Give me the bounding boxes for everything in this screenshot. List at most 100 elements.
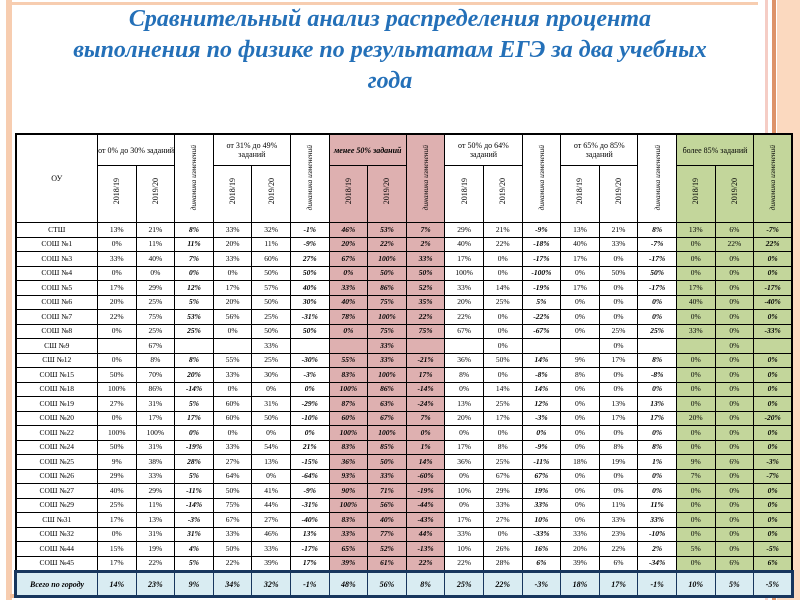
value-cell: 50%	[367, 265, 407, 281]
total-value-cell: 56%	[367, 570, 407, 598]
table-body: СТШ 13% 21% 8% 33% 32% -1% 46% 53% 7% 29% 21% -9% 13%…	[15, 222, 793, 572]
value-cell: 17%	[637, 410, 677, 426]
value-cell: 10%	[444, 483, 484, 499]
value-cell: 7%	[675, 468, 716, 484]
value-cell: 100%	[367, 367, 407, 383]
value-cell: 0%	[714, 265, 755, 281]
value-cell: 0%	[482, 323, 523, 339]
value-cell: 33%	[637, 512, 677, 528]
dynamics-header: динамика изменений	[405, 133, 446, 223]
value-cell: 53%	[174, 309, 214, 325]
value-cell: 14%	[482, 280, 523, 296]
value-cell: 100%	[444, 265, 484, 281]
school-name: СОШ №25	[15, 454, 98, 470]
value-cell: 29%	[135, 280, 176, 296]
value-cell: 17%	[560, 251, 600, 267]
value-cell: 0%	[714, 367, 755, 383]
year-header: 2018/19	[97, 165, 137, 223]
value-cell: -5%	[753, 541, 793, 557]
value-cell: 0%	[212, 381, 253, 397]
value-cell: 40%	[328, 294, 369, 310]
total-value-cell: 18%	[560, 570, 600, 598]
value-cell: 0%	[714, 483, 755, 499]
value-cell: 38%	[135, 454, 176, 470]
value-cell: -31%	[289, 497, 330, 513]
value-cell: 0%	[444, 468, 484, 484]
value-cell: 0%	[482, 367, 523, 383]
school-name: СОШ №5	[15, 280, 98, 296]
value-cell: 8%	[135, 352, 176, 368]
value-cell: 0%	[560, 309, 600, 325]
year-header: 2019/20	[135, 165, 176, 223]
value-cell: 85%	[367, 439, 407, 455]
value-cell: -22%	[521, 309, 562, 325]
value-cell: 31%	[135, 396, 176, 412]
value-cell: 83%	[328, 512, 369, 528]
value-cell: -8%	[521, 367, 562, 383]
value-cell: 0%	[675, 352, 716, 368]
year-header: 2018/19	[444, 165, 484, 223]
value-cell: 14%	[482, 381, 523, 397]
value-cell: 39%	[560, 555, 600, 572]
value-cell: 0%	[753, 251, 793, 267]
value-cell: 39%	[328, 555, 369, 572]
table-row: СОШ №24 50% 31% -19% 33% 54% 21% 83% 85% 1% 17% 8% -…	[15, 439, 793, 455]
value-cell: 44%	[251, 497, 291, 513]
value-cell: -14%	[174, 497, 214, 513]
value-cell: 11%	[135, 497, 176, 513]
value-cell: 21%	[289, 439, 330, 455]
value-cell: 6%	[521, 555, 562, 572]
value-cell: 0%	[675, 497, 716, 513]
value-cell: 22%	[405, 309, 446, 325]
value-cell: -21%	[405, 352, 446, 368]
value-cell: 8%	[637, 222, 677, 238]
value-cell: 64%	[212, 468, 253, 484]
value-cell: 67%	[135, 338, 176, 354]
group-header-50-64: от 50% до 64% заданий	[444, 133, 523, 166]
value-cell: 0%	[598, 309, 639, 325]
year-header: 2019/20	[367, 165, 407, 223]
school-name: СОШ №22	[15, 425, 98, 441]
total-value-cell: 14%	[97, 570, 137, 598]
value-cell: 13%	[560, 222, 600, 238]
total-value-cell: 8%	[405, 570, 446, 598]
value-cell: 0%	[598, 381, 639, 397]
value-cell: 0%	[637, 468, 677, 484]
school-name: СОШ №20	[15, 410, 98, 426]
total-value-cell: -3%	[521, 570, 562, 598]
value-cell: 0%	[753, 425, 793, 441]
value-cell: -33%	[521, 526, 562, 542]
value-cell	[521, 338, 562, 354]
value-cell: 100%	[367, 309, 407, 325]
value-cell: 52%	[405, 280, 446, 296]
value-cell: 13%	[251, 454, 291, 470]
value-cell: -17%	[753, 280, 793, 296]
value-cell: 0%	[598, 251, 639, 267]
value-cell: 0%	[637, 309, 677, 325]
value-cell: 50%	[212, 541, 253, 557]
value-cell: 0%	[598, 294, 639, 310]
value-cell: 0%	[560, 512, 600, 528]
value-cell: 0%	[675, 309, 716, 325]
value-cell: 33%	[521, 497, 562, 513]
value-cell: -10%	[637, 526, 677, 542]
value-cell: -17%	[637, 251, 677, 267]
value-cell: 0%	[598, 468, 639, 484]
value-cell: 60%	[212, 410, 253, 426]
value-cell: 22%	[212, 555, 253, 572]
value-cell: 0%	[328, 265, 369, 281]
value-cell: 0%	[598, 338, 639, 354]
value-cell: 25%	[135, 323, 176, 339]
value-cell: 0%	[212, 323, 253, 339]
value-cell: 86%	[367, 381, 407, 397]
value-cell: 0%	[174, 425, 214, 441]
value-cell: 0%	[675, 425, 716, 441]
value-cell: 65%	[328, 541, 369, 557]
value-cell: 20%	[212, 294, 253, 310]
value-cell: 0%	[714, 352, 755, 368]
total-value-cell: -1%	[289, 570, 330, 598]
school-name: СШ №31	[15, 512, 98, 528]
total-value-cell: -1%	[637, 570, 677, 598]
value-cell: 50%	[251, 265, 291, 281]
slide-title-line1: Сравнительный анализ распределения проце…	[128, 6, 652, 32]
